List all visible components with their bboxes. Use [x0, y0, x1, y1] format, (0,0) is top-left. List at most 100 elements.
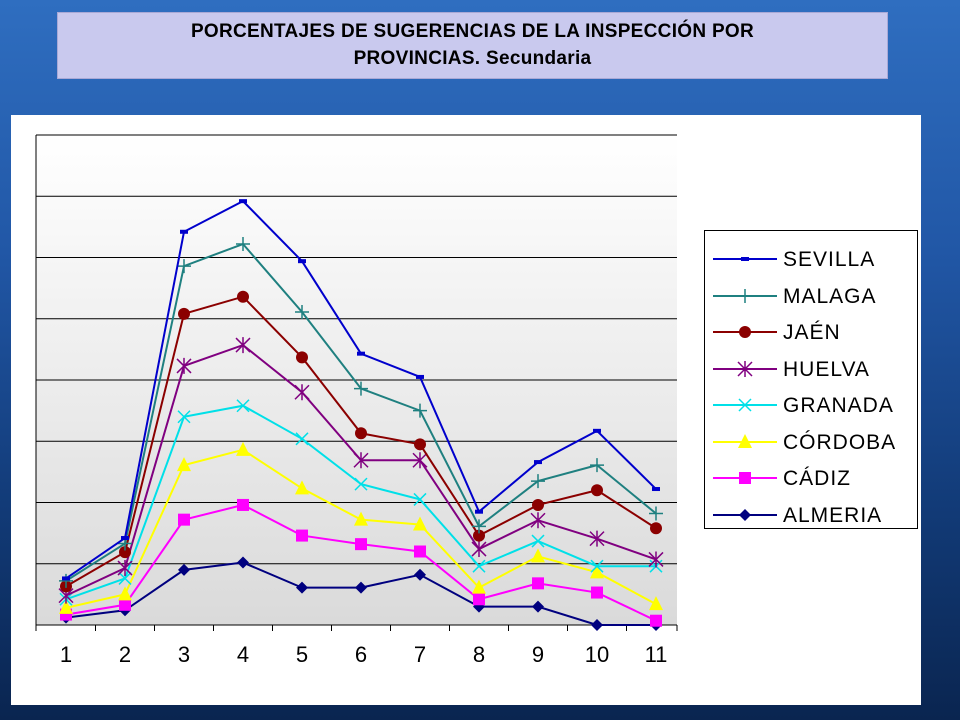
data-point-jaen	[237, 290, 249, 303]
chart-panel: 1 2 3 4 5 6 7 8 9 10 11 SEVILLA MALAGA JAÉN HUELVA GRA…	[11, 115, 921, 705]
data-point-cadiz	[119, 598, 131, 611]
data-point-sevilla	[357, 351, 365, 356]
legend-item-cordoba: CÓRDOBA	[705, 427, 919, 464]
x-tick-label: 10	[585, 642, 609, 667]
data-point-granada	[531, 534, 545, 548]
data-point-jaen	[473, 529, 485, 542]
legend-item-cadiz: CÁDIZ	[705, 463, 919, 500]
data-point-granada	[177, 410, 191, 424]
legend-label-cordoba: CÓRDOBA	[783, 430, 897, 454]
x-axis-tick-labels: 1 2 3 4 5 6 7 8 9 10 11	[60, 642, 668, 667]
data-point-huelva	[117, 560, 133, 577]
data-point-huelva	[648, 551, 664, 568]
data-point-malaga	[177, 259, 191, 274]
data-point-sevilla	[416, 374, 424, 379]
data-point-granada	[354, 477, 368, 491]
legend-item-jaen: JAÉN	[705, 317, 919, 354]
legend-item-sevilla: SEVILLA	[705, 244, 919, 281]
data-point-cadiz	[296, 529, 308, 542]
legend-swatch-huelva	[713, 360, 777, 377]
legend-label-malaga: MALAGA	[783, 284, 877, 308]
data-point-cordoba	[118, 586, 132, 601]
data-point-sevilla	[239, 199, 247, 204]
data-point-malaga	[295, 305, 309, 320]
legend-item-almeria: ALMERIA	[705, 500, 919, 537]
data-point-huelva	[412, 452, 428, 469]
data-point-cordoba	[413, 516, 427, 531]
x-tick-label: 1	[60, 642, 72, 667]
legend-swatch-marker	[737, 360, 753, 377]
slide-title-line2-main: PROVINCIAS.	[353, 47, 481, 69]
data-point-cadiz	[473, 593, 485, 606]
x-tick-label: 7	[414, 642, 426, 667]
data-point-huelva	[294, 384, 310, 401]
x-tick-label: 2	[119, 642, 131, 667]
legend-swatch-marker	[739, 508, 751, 521]
data-point-cordoba	[354, 511, 368, 526]
data-point-malaga	[354, 381, 368, 396]
legend-swatch-cadiz	[713, 472, 777, 484]
data-point-sevilla	[593, 428, 601, 433]
data-point-granada	[236, 399, 250, 413]
legend-item-granada: GRANADA	[705, 390, 919, 427]
data-point-cadiz	[414, 545, 426, 558]
data-point-malaga	[472, 519, 486, 534]
series-cadiz	[60, 498, 662, 627]
data-point-cordoba	[295, 480, 309, 495]
data-point-cordoba	[472, 579, 486, 594]
data-point-malaga	[59, 573, 73, 588]
data-point-malaga	[531, 474, 545, 489]
x-tick-label: 5	[296, 642, 308, 667]
data-point-sevilla	[475, 509, 483, 514]
data-point-malaga	[413, 403, 427, 418]
data-point-cordoba	[590, 564, 604, 579]
series-group	[58, 199, 664, 631]
line-chart: 1 2 3 4 5 6 7 8 9 10 11	[35, 134, 678, 667]
x-tick-label: 3	[178, 642, 190, 667]
data-point-almeria	[237, 556, 249, 569]
data-point-almeria	[532, 600, 544, 613]
x-tick-label: 9	[532, 642, 544, 667]
data-point-sevilla	[121, 536, 129, 541]
legend-swatch-jaen	[713, 326, 777, 338]
data-point-cordoba	[649, 596, 663, 611]
slide-title-line1: PORCENTAJES DE SUGERENCIAS DE LA INSPECC…	[190, 20, 755, 42]
data-point-jaen	[414, 438, 426, 451]
data-point-granada	[472, 559, 486, 573]
data-point-jaen	[591, 484, 603, 497]
legend-swatch-marker	[741, 257, 749, 261]
data-point-granada	[295, 432, 309, 446]
data-point-cadiz	[178, 513, 190, 526]
legend-label-huelva: HUELVA	[783, 357, 870, 381]
data-point-granada	[590, 559, 604, 573]
legend-label-cadiz: CÁDIZ	[783, 467, 851, 490]
data-point-almeria	[591, 619, 603, 631]
data-point-jaen	[650, 522, 662, 535]
x-tick-label: 6	[355, 642, 367, 667]
data-point-jaen	[532, 498, 544, 511]
data-point-huelva	[589, 530, 605, 547]
data-point-jaen	[178, 307, 190, 320]
legend-swatch-marker	[738, 288, 752, 303]
data-point-sevilla	[298, 259, 306, 264]
series-malaga	[59, 237, 663, 588]
data-point-granada	[118, 571, 132, 585]
data-point-almeria	[414, 568, 426, 581]
legend-label-granada: GRANADA	[783, 394, 894, 417]
data-point-huelva	[176, 357, 192, 374]
data-point-cordoba	[177, 457, 191, 472]
data-point-sevilla	[180, 229, 188, 234]
x-tick-label: 8	[473, 642, 485, 667]
chart-legend: SEVILLA MALAGA JAÉN HUELVA GRANADA CÓRDOBA CÁD…	[704, 230, 918, 529]
legend-swatch-malaga	[713, 288, 777, 303]
data-point-jaen	[119, 546, 131, 559]
series-jaen	[60, 290, 662, 593]
data-point-cadiz	[532, 577, 544, 590]
legend-swatch-sevilla	[713, 257, 777, 261]
data-point-cadiz	[237, 498, 249, 511]
legend-label-sevilla: SEVILLA	[783, 248, 876, 271]
data-point-malaga	[236, 237, 250, 252]
axes	[35, 135, 678, 631]
data-point-cadiz	[355, 538, 367, 551]
data-point-cadiz	[650, 614, 662, 627]
